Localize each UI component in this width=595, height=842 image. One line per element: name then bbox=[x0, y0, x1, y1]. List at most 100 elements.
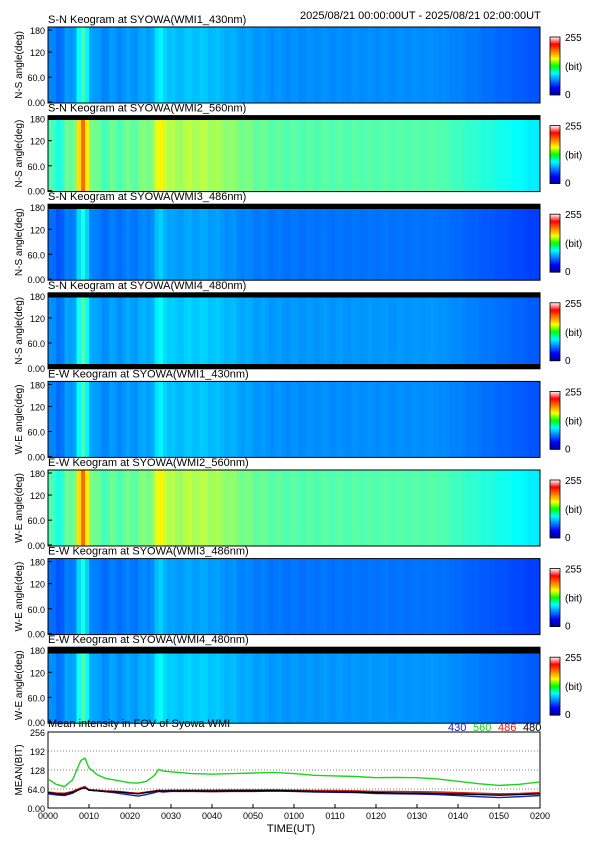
keogram-column bbox=[289, 297, 295, 365]
keogram-column bbox=[326, 120, 332, 192]
keogram-column bbox=[285, 653, 291, 724]
keogram-column bbox=[162, 653, 168, 724]
keogram-column bbox=[507, 120, 512, 192]
keogram-column bbox=[240, 381, 246, 458]
keogram-column bbox=[380, 208, 385, 281]
keogram-column bbox=[388, 208, 393, 281]
keogram-column bbox=[318, 381, 324, 458]
keogram-column bbox=[335, 558, 340, 635]
keogram-frame bbox=[47, 203, 541, 281]
keogram-column bbox=[425, 558, 430, 635]
keogram-column bbox=[162, 381, 168, 458]
keogram-column bbox=[240, 470, 246, 546]
keogram-title: S-N Keogram at SYOWA(WMI3_486nm) bbox=[48, 191, 246, 203]
keogram-column bbox=[220, 381, 225, 458]
keogram-column bbox=[462, 27, 467, 103]
keogram-column bbox=[76, 208, 82, 281]
keogram-column bbox=[396, 558, 402, 635]
y-tick-label: 0.00 bbox=[27, 804, 45, 814]
keogram-column bbox=[138, 208, 143, 281]
keogram-column bbox=[109, 381, 115, 458]
keogram-column bbox=[474, 208, 480, 281]
keogram-column bbox=[64, 27, 70, 103]
keogram-column bbox=[158, 558, 164, 635]
keogram-image bbox=[48, 204, 541, 281]
keogram-column bbox=[400, 558, 406, 635]
keogram-column bbox=[76, 297, 82, 365]
keogram-column bbox=[56, 653, 61, 724]
keogram-column bbox=[273, 27, 279, 103]
keogram-column bbox=[347, 297, 352, 365]
keogram-column bbox=[519, 381, 525, 458]
keogram-column bbox=[396, 208, 402, 281]
keogram-y-tick-label: 0.00 bbox=[27, 364, 45, 374]
keogram-column bbox=[89, 558, 94, 635]
keogram-column bbox=[289, 653, 295, 724]
keogram-column bbox=[195, 120, 201, 192]
keogram-column bbox=[330, 558, 336, 635]
keogram-column bbox=[482, 558, 488, 635]
keogram-column bbox=[216, 470, 221, 546]
keogram-column bbox=[404, 208, 410, 281]
keogram-column bbox=[84, 120, 90, 192]
keogram-column bbox=[109, 208, 115, 281]
keogram-column bbox=[285, 297, 291, 365]
keogram-y-axis-label: N-S angle(deg) bbox=[14, 297, 25, 365]
colorbar-min-label: 0 bbox=[565, 356, 571, 367]
keogram-column bbox=[216, 653, 221, 724]
keogram-column bbox=[162, 27, 168, 103]
keogram-column bbox=[392, 381, 398, 458]
keogram-column bbox=[523, 381, 529, 458]
keogram-column bbox=[265, 208, 270, 281]
keogram-column bbox=[281, 208, 287, 281]
keogram-column bbox=[400, 470, 406, 546]
keogram-column bbox=[64, 381, 70, 458]
keogram-y-tick-label: 60.0 bbox=[27, 516, 45, 526]
keogram-column bbox=[449, 208, 455, 281]
keogram-column bbox=[482, 381, 488, 458]
keogram-column bbox=[494, 470, 500, 546]
keogram-column bbox=[445, 381, 451, 458]
keogram-column bbox=[335, 208, 340, 281]
keogram-column bbox=[330, 381, 336, 458]
keogram-column bbox=[503, 381, 508, 458]
keogram-column bbox=[359, 120, 365, 192]
keogram-column bbox=[195, 381, 201, 458]
keogram-column bbox=[203, 653, 209, 724]
keogram-column bbox=[412, 558, 418, 635]
keogram-column bbox=[101, 297, 106, 365]
keogram-column bbox=[306, 208, 311, 281]
keogram-column bbox=[175, 470, 180, 546]
keogram-panel: E-W Keogram at SYOWA(WMI3_486nm) W-E angl… bbox=[14, 546, 582, 640]
keogram-image bbox=[48, 470, 541, 546]
keogram-column bbox=[138, 27, 143, 103]
keogram-column bbox=[146, 208, 152, 281]
keogram-column bbox=[302, 208, 307, 281]
keogram-column bbox=[199, 297, 205, 365]
keogram-column bbox=[376, 27, 381, 103]
keogram-column bbox=[80, 27, 86, 103]
keogram-column bbox=[84, 558, 90, 635]
keogram-column bbox=[191, 381, 197, 458]
keogram-column bbox=[535, 558, 541, 635]
keogram-y-axis-label: N-S angle(deg) bbox=[14, 208, 25, 276]
keogram-column bbox=[470, 558, 475, 635]
keogram-column bbox=[281, 27, 287, 103]
keogram-column bbox=[470, 208, 475, 281]
keogram-column bbox=[281, 297, 287, 365]
keogram-column bbox=[265, 27, 270, 103]
colorbar-max-label: 255 bbox=[565, 476, 582, 487]
keogram-column bbox=[220, 297, 225, 365]
keogram-column bbox=[441, 208, 447, 281]
keogram-column bbox=[56, 27, 61, 103]
colorbar-min-label: 0 bbox=[565, 533, 571, 544]
keogram-column bbox=[470, 120, 475, 192]
keogram-column bbox=[474, 653, 480, 724]
keogram-column bbox=[121, 470, 127, 546]
keogram-column bbox=[535, 120, 541, 192]
keogram-column bbox=[285, 381, 291, 458]
keogram-column bbox=[171, 653, 176, 724]
keogram-column bbox=[150, 470, 156, 546]
keogram-column bbox=[257, 558, 262, 635]
keogram-column bbox=[56, 381, 61, 458]
